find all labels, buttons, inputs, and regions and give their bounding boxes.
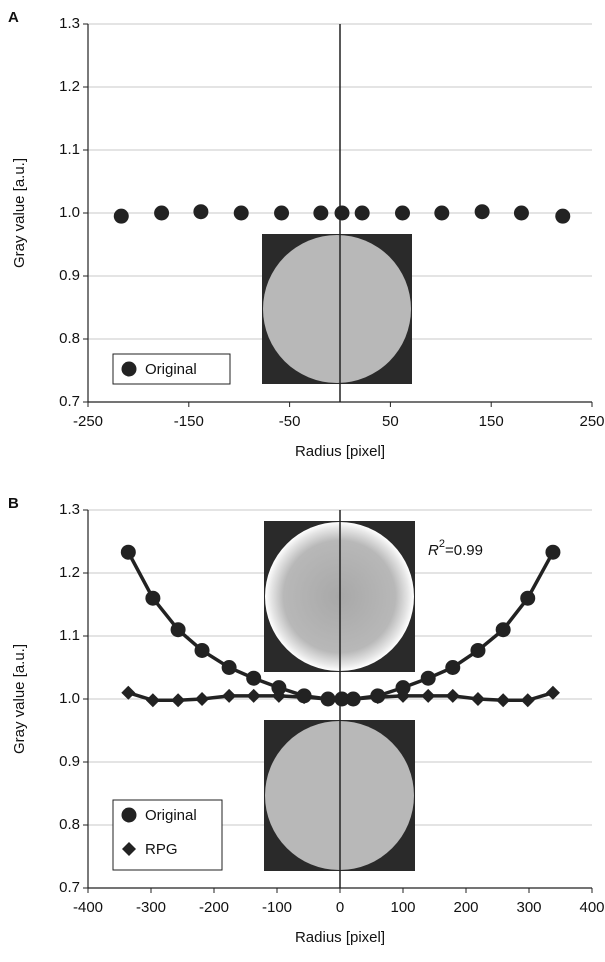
y-axis-label: Gray value [a.u.] — [11, 644, 28, 754]
x-tick-label: -250 — [73, 413, 103, 430]
point — [496, 693, 510, 707]
x-tick-label: 300 — [516, 899, 541, 916]
y-tick-label: 0.9 — [59, 753, 80, 770]
y-tick-label: 1.0 — [59, 204, 80, 221]
point — [434, 206, 449, 221]
inset-disk — [263, 235, 411, 383]
point — [475, 204, 490, 219]
point — [520, 591, 535, 606]
point — [234, 206, 249, 221]
x-axis-label: Radius [pixel] — [295, 929, 385, 946]
point — [445, 660, 460, 675]
point — [146, 693, 160, 707]
point — [195, 692, 209, 706]
point — [171, 693, 185, 707]
x-tick-label: -400 — [73, 899, 103, 916]
annotation: R2=0.99 — [428, 538, 483, 559]
legend-label: Original — [145, 807, 197, 824]
y-tick-label: 0.7 — [59, 393, 80, 410]
x-tick-label: 150 — [479, 413, 504, 430]
point — [222, 689, 236, 703]
point — [121, 545, 136, 560]
point — [421, 671, 436, 686]
point — [471, 692, 485, 706]
point — [114, 209, 129, 224]
x-tick-label: 200 — [453, 899, 478, 916]
legend-marker — [122, 808, 137, 823]
point — [555, 209, 570, 224]
x-tick-label: -100 — [262, 899, 292, 916]
y-tick-label: 0.9 — [59, 267, 80, 284]
point — [121, 686, 135, 700]
point — [514, 206, 529, 221]
y-tick-label: 1.3 — [59, 501, 80, 518]
y-tick-label: 1.1 — [59, 141, 80, 158]
y-tick-label: 1.2 — [59, 78, 80, 95]
y-tick-label: 1.3 — [59, 15, 80, 32]
point — [395, 206, 410, 221]
point — [470, 643, 485, 658]
point — [546, 686, 560, 700]
point — [222, 660, 237, 675]
x-tick-label: -50 — [279, 413, 301, 430]
point — [335, 206, 350, 221]
point — [446, 689, 460, 703]
y-tick-label: 1.2 — [59, 564, 80, 581]
annotation-part: =0.99 — [445, 542, 483, 559]
legend-label: RPG — [145, 841, 178, 858]
x-tick-label: -150 — [174, 413, 204, 430]
point — [195, 643, 210, 658]
y-tick-label: 1.0 — [59, 690, 80, 707]
point — [274, 206, 289, 221]
point — [421, 689, 435, 703]
panel-label: B — [8, 495, 19, 512]
x-tick-label: 100 — [390, 899, 415, 916]
point — [171, 622, 186, 637]
x-tick-label: -200 — [199, 899, 229, 916]
point — [545, 545, 560, 560]
point — [246, 671, 261, 686]
point — [193, 204, 208, 219]
x-tick-label: -300 — [136, 899, 166, 916]
point — [145, 591, 160, 606]
y-axis-label: Gray value [a.u.] — [11, 158, 28, 268]
point — [154, 206, 169, 221]
x-tick-label: 0 — [336, 899, 344, 916]
point — [313, 206, 328, 221]
point — [521, 693, 535, 707]
y-tick-label: 1.1 — [59, 627, 80, 644]
point — [355, 206, 370, 221]
y-tick-label: 0.8 — [59, 816, 80, 833]
y-tick-label: 0.8 — [59, 330, 80, 347]
x-axis-label: Radius [pixel] — [295, 443, 385, 460]
legend-marker — [122, 362, 137, 377]
chart: A 0.7 0.8 0.9 1.0 1.1 1.2 1.3 -250 -150 -50 50 150 25… — [0, 0, 605, 962]
x-tick-label: 50 — [382, 413, 399, 430]
y-tick-label: 0.7 — [59, 879, 80, 896]
point — [496, 622, 511, 637]
legend-label: Original — [145, 361, 197, 378]
panel-label: A — [8, 9, 19, 26]
annotation-part: R — [428, 542, 439, 559]
x-tick-label: 400 — [579, 899, 604, 916]
point — [247, 689, 261, 703]
x-tick-label: 250 — [579, 413, 604, 430]
